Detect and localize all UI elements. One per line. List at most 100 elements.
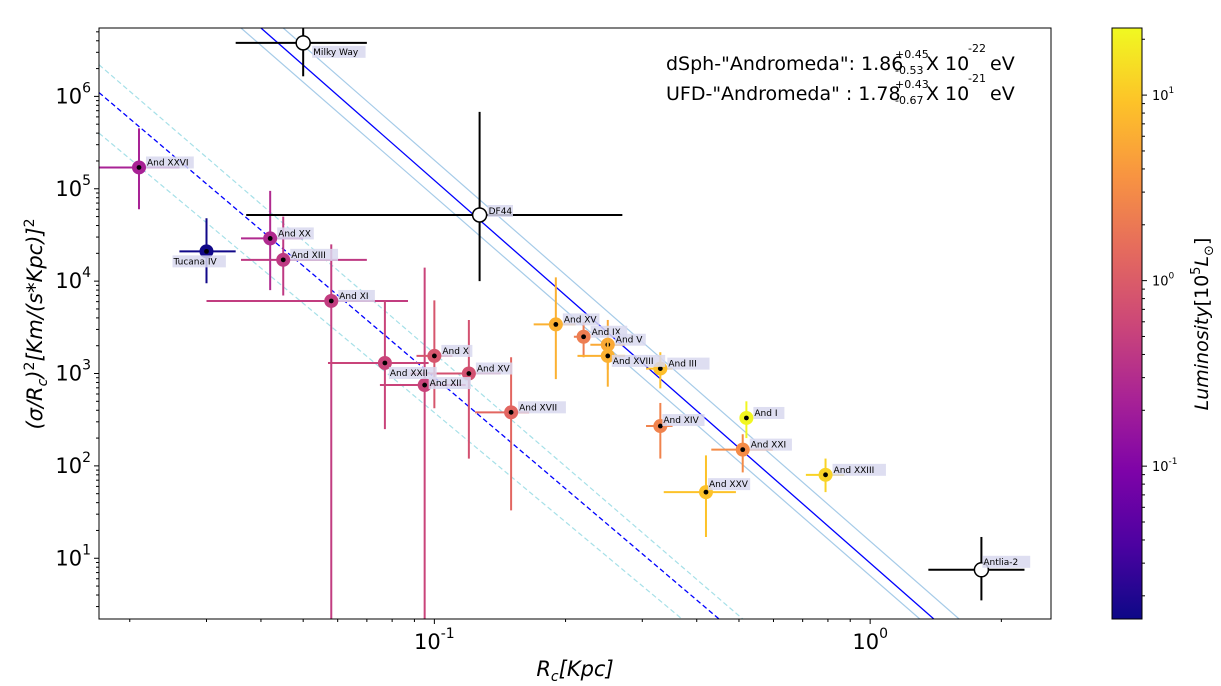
data-point-and-xxvi bbox=[99, 128, 180, 210]
point-label-text-and-xxv: And XXV bbox=[709, 480, 749, 490]
data-point-and-xiv bbox=[646, 402, 673, 459]
point-label-and-xvii: And XVII bbox=[518, 401, 566, 414]
point-label-text-and-xv: And XV bbox=[564, 315, 598, 325]
data-point-and-i bbox=[739, 401, 754, 439]
marker-dot-and-x bbox=[431, 353, 437, 359]
point-label-and-xviii: And XVIII bbox=[611, 354, 666, 367]
marker-dot-and-iii bbox=[657, 366, 663, 372]
point-label-and-xxi: And XXI bbox=[749, 438, 792, 451]
point-label-text-and-xxvi: And XXVI bbox=[147, 158, 189, 168]
point-label-bg-and-xxvi bbox=[145, 156, 194, 169]
colorbar-tick-label: 10-1 bbox=[1152, 457, 1178, 475]
marker-dot-and-xxiii bbox=[823, 472, 828, 478]
point-label-and-xxvi: And XXVI bbox=[145, 156, 194, 169]
point-label-text-and-xv: And XV bbox=[477, 365, 511, 375]
marker-df44 bbox=[471, 207, 488, 223]
point-label-df44: DF44 bbox=[487, 204, 514, 217]
point-label-and-xx: And XX bbox=[277, 227, 314, 240]
point-label-bg-and-xiii bbox=[290, 248, 339, 261]
colorbar bbox=[1111, 27, 1143, 620]
data-point-and-xii bbox=[379, 267, 466, 619]
plot-frame bbox=[98, 27, 1052, 620]
point-label-text-tucana-iv: Tucana IV bbox=[172, 257, 217, 267]
x-axis-label: Rc[Kpc] bbox=[536, 657, 613, 685]
data-point-and-xx bbox=[241, 190, 304, 291]
y-tick-label: 106 bbox=[55, 80, 91, 108]
point-label-text-and-xiii: And XIII bbox=[291, 251, 326, 261]
point-label-and-xxiii: And XXIII bbox=[832, 463, 886, 476]
point-label-text-df44: DF44 bbox=[489, 207, 513, 217]
point-label-bg-and-xiv bbox=[662, 414, 705, 427]
point-label-bg-and-xv bbox=[562, 313, 600, 326]
point-label-bg-and-xxii bbox=[388, 366, 437, 379]
point-label-and-xii: And XII bbox=[428, 377, 471, 390]
marker-dot-and-xx bbox=[267, 236, 273, 241]
point-label-bg-and-x bbox=[441, 344, 473, 357]
annotation-dsph-prefix: dSph-"Andromeda": 1.86 bbox=[666, 53, 903, 75]
data-point-milky-way bbox=[235, 28, 367, 77]
point-label-text-and-xi: And XI bbox=[339, 292, 368, 302]
annotation-ufd-exp: -21 bbox=[968, 72, 986, 85]
point-label-and-xxv: And XXV bbox=[707, 478, 751, 491]
point-label-and-xv: And XV bbox=[562, 313, 600, 326]
annotation-ufd-unit: eV bbox=[990, 83, 1015, 105]
point-label-text-and-iii: And III bbox=[668, 360, 696, 370]
annotation-dsph-unit: eV bbox=[990, 53, 1015, 75]
annotation-ufd-mid: X 10 bbox=[926, 83, 969, 105]
point-label-and-xv: And XV bbox=[475, 362, 513, 375]
data-point-antlia-2 bbox=[928, 536, 1025, 601]
point-label-bg-and-iii bbox=[667, 357, 710, 370]
point-label-bg-and-xx bbox=[277, 227, 314, 240]
point-label-bg-and-xxi bbox=[749, 438, 792, 451]
annotation-ufd-sup: +0.43 bbox=[895, 78, 929, 91]
point-label-text-and-i: And I bbox=[754, 409, 777, 419]
point-label-text-and-xvii: And XVII bbox=[519, 403, 557, 413]
point-label-bg-and-xviii bbox=[611, 354, 666, 367]
annotation-ufd-sub: -0.67 bbox=[895, 94, 923, 107]
point-label-antlia-2: Antlia-2 bbox=[982, 555, 1031, 568]
point-label-and-xiv: And XIV bbox=[662, 414, 705, 427]
y-tick-label: 105 bbox=[55, 173, 91, 201]
data-point-tucana-iv bbox=[179, 218, 236, 284]
point-label-text-milky-way: Milky Way bbox=[313, 48, 359, 58]
point-label-bg-and-xv bbox=[475, 362, 513, 375]
point-label-and-x: And X bbox=[441, 344, 473, 357]
annotation-dsph-exp: -22 bbox=[968, 42, 986, 55]
point-label-text-and-xviii: And XVIII bbox=[613, 357, 654, 367]
point-label-text-and-xii: And XII bbox=[430, 379, 462, 389]
x-tick-label: 100 bbox=[852, 626, 888, 654]
fit-line-4 bbox=[99, 64, 744, 619]
point-label-bg-and-xvii bbox=[518, 401, 566, 414]
data-point-df44 bbox=[246, 111, 623, 282]
data-point-and-xi bbox=[206, 244, 409, 619]
point-label-and-i: And I bbox=[753, 406, 785, 419]
annotation-dsph-mid: X 10 bbox=[926, 53, 969, 75]
x-tick-label: 10-1 bbox=[414, 626, 455, 654]
y-tick-label: 101 bbox=[55, 542, 91, 570]
y-axis-label: (σ/Rc)2[Km/(s*Kpc)]2 bbox=[22, 218, 51, 429]
data-point-and-xxii bbox=[327, 300, 429, 430]
marker-dot-and-i bbox=[743, 415, 749, 421]
colorbar-label: Luminosity[105L⊙] bbox=[1189, 238, 1217, 411]
point-label-and-iii: And III bbox=[667, 357, 710, 370]
point-label-milky-way: Milky Way bbox=[312, 45, 366, 58]
marker-milky-way bbox=[295, 35, 311, 51]
data-point-and-xvii bbox=[475, 357, 530, 511]
marker-dot-and-xiii bbox=[280, 257, 286, 263]
point-label-text-antlia-2: Antlia-2 bbox=[983, 558, 1018, 568]
point-label-text-and-v: And V bbox=[616, 336, 643, 346]
point-label-bg-df44 bbox=[487, 204, 514, 217]
point-label-bg-and-xii bbox=[428, 377, 471, 390]
point-label-and-xxii: And XXII bbox=[388, 366, 437, 379]
annotation-ufd: UFD-"Andromeda" : 1.78 +0.43 -0.67 X 10 … bbox=[666, 72, 1015, 107]
annotation-dsph-sup: +0.45 bbox=[895, 48, 929, 61]
marker-dot-and-xv bbox=[466, 371, 472, 376]
marker-dot-tucana-iv bbox=[204, 248, 209, 254]
y-tick-label: 104 bbox=[55, 265, 91, 293]
point-label-text-and-xxiii: And XXIII bbox=[834, 466, 875, 476]
marker-dot-and-xiv bbox=[657, 423, 663, 429]
marker-dot-and-xxi bbox=[740, 447, 746, 453]
marker-dot-and-xv bbox=[553, 322, 559, 327]
point-label-and-v: And V bbox=[614, 333, 646, 346]
